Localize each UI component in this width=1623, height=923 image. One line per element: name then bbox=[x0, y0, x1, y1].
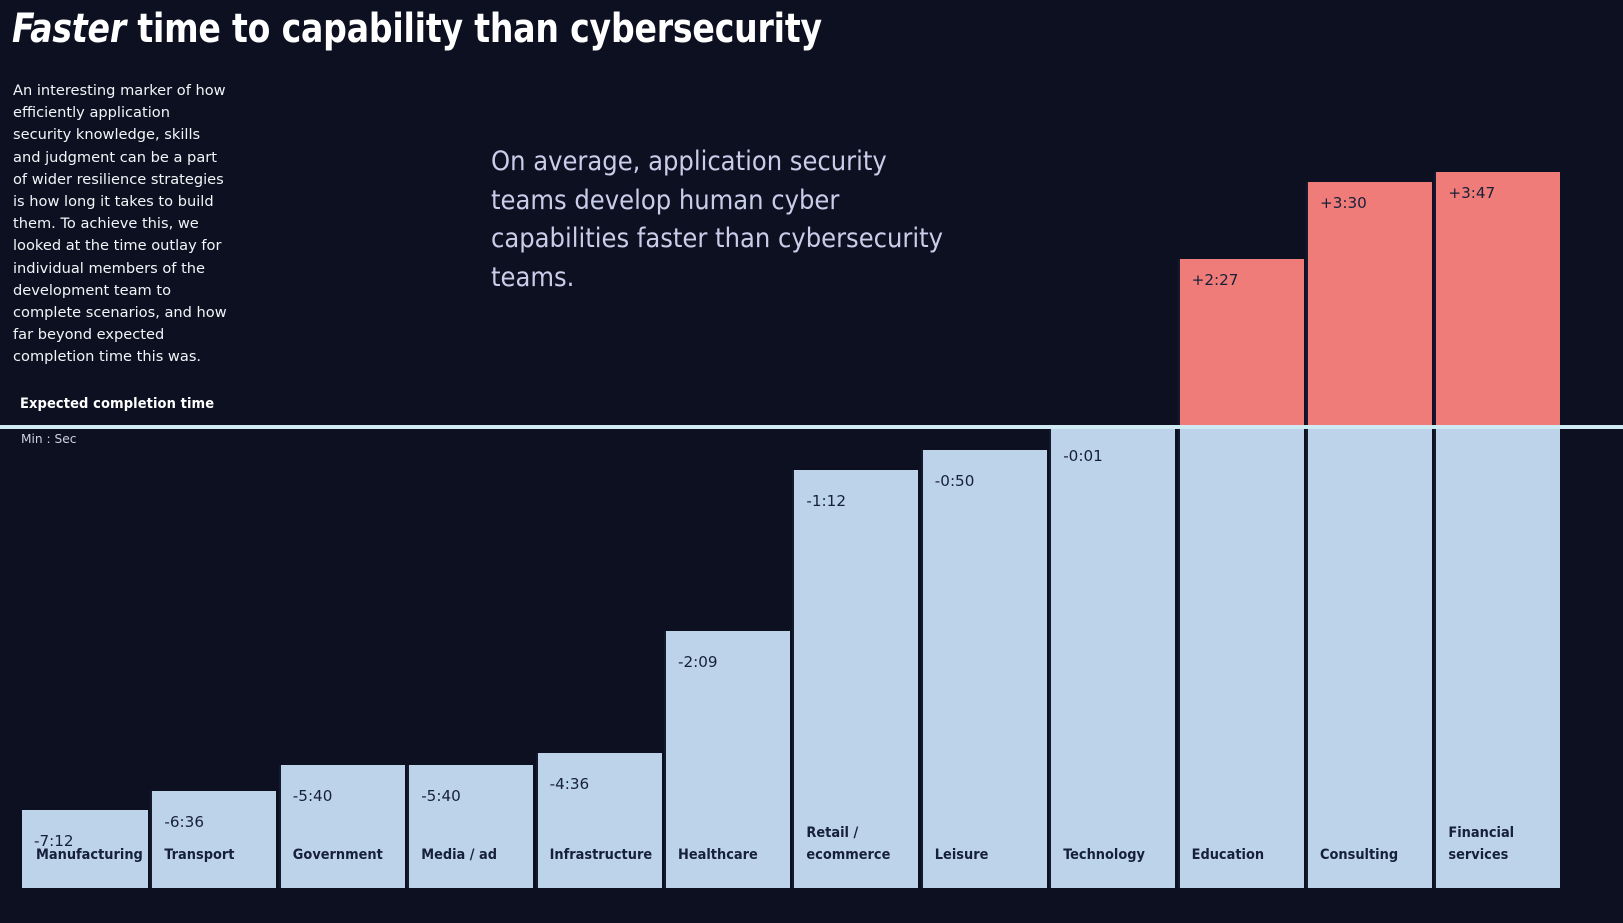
page-title-rest: time to capability than cybersecurity bbox=[125, 6, 822, 52]
bar-column[interactable]: +3:47 Financial services bbox=[1434, 0, 1561, 923]
callout-text: On average, application security teams d… bbox=[491, 146, 944, 293]
bar-positive[interactable]: +3:47 bbox=[1434, 172, 1561, 427]
bar-value-label: -5:40 bbox=[292, 787, 333, 805]
bar-column[interactable]: +2:27 Education bbox=[1177, 0, 1304, 923]
bar-value-label: +2:27 bbox=[1191, 271, 1239, 289]
category-label: Media / ad bbox=[421, 847, 498, 863]
category-label-holder bbox=[1434, 427, 1561, 888]
bar-column[interactable]: +3:30 Consulting bbox=[1306, 0, 1432, 923]
bar-value-label: -4:36 bbox=[549, 775, 590, 793]
bar-value-label: +3:30 bbox=[1320, 194, 1367, 212]
bar-column[interactable]: -0:50 Leisure bbox=[920, 0, 1047, 923]
bar-value-label: -1:12 bbox=[806, 492, 846, 510]
bar-negative[interactable]: -5:40 bbox=[278, 765, 405, 888]
category-label: Consulting bbox=[1320, 847, 1399, 863]
category-label-holder bbox=[1306, 427, 1432, 888]
bar-negative[interactable]: -4:36 bbox=[535, 753, 662, 888]
category-label: Financial services bbox=[1448, 825, 1515, 863]
bar-column[interactable]: -7:12 Manufacturing bbox=[22, 0, 148, 923]
bar-negative[interactable]: -7:12 bbox=[22, 810, 148, 888]
category-label: Healthcare bbox=[678, 847, 758, 863]
bar-value-label: -0:50 bbox=[934, 472, 975, 490]
bar-value-label: -7:12 bbox=[34, 832, 74, 850]
bar-column[interactable]: -6:36 Transport bbox=[150, 0, 277, 923]
baseline-label: Expected completion time bbox=[20, 396, 215, 412]
category-label-holder bbox=[1177, 427, 1304, 888]
bar-column[interactable]: -2:09 Healthcare bbox=[664, 0, 790, 923]
page-title: Faster time to capability than cybersecu… bbox=[12, 6, 822, 52]
bar-negative[interactable]: -6:36 bbox=[150, 791, 277, 888]
category-label: Infrastructure bbox=[549, 847, 653, 863]
category-label: Manufacturing bbox=[36, 847, 143, 863]
category-label: Government bbox=[292, 847, 383, 863]
bar-negative[interactable]: -1:12 bbox=[792, 470, 919, 888]
bar-column[interactable]: -5:40 Government bbox=[278, 0, 405, 923]
bar-positive[interactable]: +2:27 bbox=[1177, 259, 1304, 427]
bar-column[interactable]: -5:40 Media / ad bbox=[407, 0, 534, 923]
category-label: Technology bbox=[1063, 847, 1145, 863]
bar-column[interactable]: -0:01 Technology bbox=[1049, 0, 1176, 923]
bar-column[interactable]: -1:12 Retail / ecommerce bbox=[792, 0, 919, 923]
bar-value-label: -0:01 bbox=[1063, 447, 1103, 465]
bar-column[interactable]: -4:36 Infrastructure bbox=[535, 0, 662, 923]
bar-negative[interactable]: -0:50 bbox=[920, 450, 1047, 888]
axis-unit-label: Min : Sec bbox=[21, 432, 77, 446]
bar-negative[interactable]: -0:01 bbox=[1049, 425, 1176, 888]
page-title-emphasis: Faster bbox=[12, 6, 126, 52]
category-label: Retail / ecommerce bbox=[806, 825, 891, 863]
bar-value-label: -6:36 bbox=[164, 813, 204, 831]
bar-value-label: -5:40 bbox=[421, 787, 461, 805]
category-label: Leisure bbox=[934, 847, 989, 863]
category-label: Education bbox=[1191, 847, 1265, 863]
intro-paragraph: An interesting marker of how efficiently… bbox=[13, 82, 227, 366]
bar-negative[interactable]: -2:09 bbox=[664, 631, 790, 888]
bar-positive[interactable]: +3:30 bbox=[1306, 182, 1432, 427]
expected-completion-baseline bbox=[0, 425, 1623, 429]
bar-value-label: +3:47 bbox=[1448, 184, 1496, 202]
bar-value-label: -2:09 bbox=[678, 653, 718, 671]
bar-negative[interactable]: -5:40 bbox=[407, 765, 534, 888]
category-label: Transport bbox=[164, 847, 235, 863]
